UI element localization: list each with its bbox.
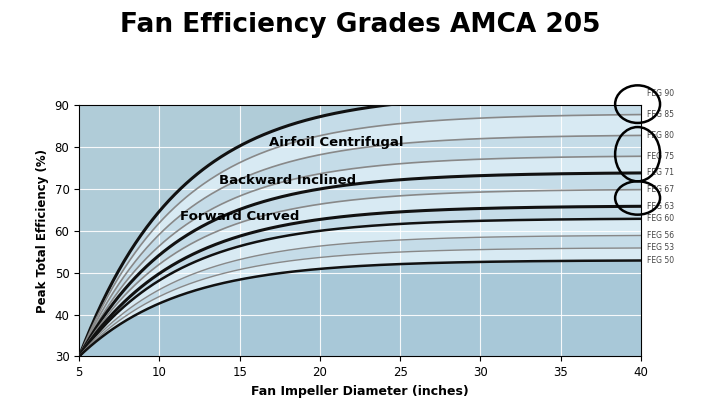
Text: FEG 63: FEG 63 xyxy=(647,202,675,211)
Text: FEG 60: FEG 60 xyxy=(647,214,675,223)
Text: Airfoil Centrifugal: Airfoil Centrifugal xyxy=(269,136,403,149)
Text: FEG 50: FEG 50 xyxy=(647,256,675,265)
Text: Fan Efficiency Grades AMCA 205: Fan Efficiency Grades AMCA 205 xyxy=(120,12,600,38)
Text: FEG 67: FEG 67 xyxy=(647,185,675,194)
Text: FEG 80: FEG 80 xyxy=(647,131,674,140)
Text: Backward Inclined: Backward Inclined xyxy=(219,174,356,187)
Text: FEG 53: FEG 53 xyxy=(647,243,675,252)
Text: FEG 71: FEG 71 xyxy=(647,168,674,177)
X-axis label: Fan Impeller Diameter (inches): Fan Impeller Diameter (inches) xyxy=(251,385,469,398)
Text: FEG 90: FEG 90 xyxy=(647,89,675,98)
Text: Forward Curved: Forward Curved xyxy=(180,210,300,223)
Y-axis label: Peak Total Efficiency (%): Peak Total Efficiency (%) xyxy=(36,149,49,313)
Text: FEG 56: FEG 56 xyxy=(647,231,675,240)
Text: FEG 75: FEG 75 xyxy=(647,152,675,161)
Text: FEG 85: FEG 85 xyxy=(647,110,674,119)
